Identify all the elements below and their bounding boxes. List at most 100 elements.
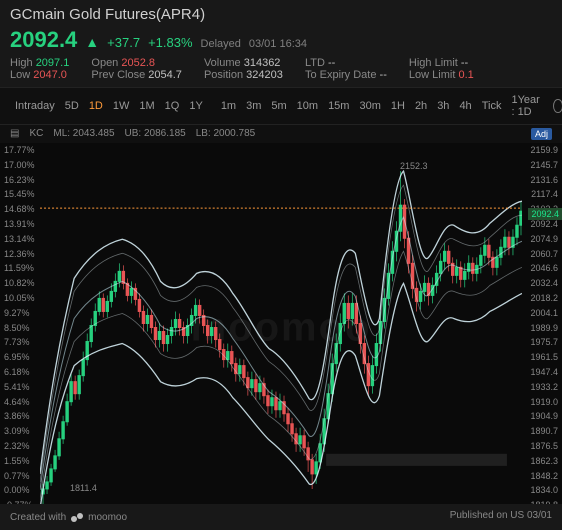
ytick-left: 13.14% — [4, 234, 38, 244]
high-label: High — [10, 57, 33, 69]
indicator-name: KC — [29, 128, 43, 140]
ytick-left: 0.00% — [4, 485, 38, 495]
ytick-right: 1961.5 — [524, 352, 558, 362]
instrument-title: GCmain Gold Futures(APR4) — [10, 6, 552, 23]
toggle-visibility-icon[interactable]: ▤ — [10, 128, 19, 140]
ytick-right: 1876.5 — [524, 441, 558, 451]
ytick-right: 2018.2 — [524, 293, 558, 303]
ytick-right: 2145.7 — [524, 160, 558, 170]
plot: moomoo 2152.3 1811.4 — [40, 143, 522, 512]
ytick-left: 15.45% — [4, 189, 38, 199]
adj-badge[interactable]: Adj — [531, 128, 552, 140]
range-selector[interactable]: 1Year : 1D — [506, 92, 549, 120]
ltd-value: -- — [328, 57, 335, 69]
kc-lower-band — [40, 283, 522, 509]
tf-5m[interactable]: 5m — [266, 98, 291, 114]
ytick-right: 2046.6 — [524, 263, 558, 273]
tf-1d[interactable]: 1D — [84, 98, 108, 114]
tf-1w[interactable]: 1W — [108, 98, 135, 114]
ytick-left: 3.09% — [4, 426, 38, 436]
tf-1h[interactable]: 1H — [386, 98, 410, 114]
ytick-left: 12.36% — [4, 249, 38, 259]
ytick-right: 1862.3 — [524, 456, 558, 466]
tf-10m[interactable]: 10m — [292, 98, 323, 114]
footer-left: Created with moomoo — [10, 510, 127, 524]
ytick-left: 9.27% — [4, 308, 38, 318]
settings-icon[interactable] — [553, 99, 562, 113]
ytick-left: 6.18% — [4, 367, 38, 377]
footer-logo-text: moomoo — [88, 512, 127, 523]
ytick-right: 2074.9 — [524, 234, 558, 244]
ytick-right: 1848.2 — [524, 471, 558, 481]
tf-1y[interactable]: 1Y — [184, 98, 207, 114]
tf-1m[interactable]: 1M — [134, 98, 159, 114]
ytick-right: 2131.6 — [524, 175, 558, 185]
kc-sub-upper — [40, 185, 522, 482]
ytick-right: 1989.9 — [524, 323, 558, 333]
tf-2h[interactable]: 2h — [410, 98, 432, 114]
low-annotation: 1811.4 — [70, 483, 97, 493]
delayed-time: 03/01 16:34 — [249, 38, 307, 50]
change-pct: +1.83% — [148, 35, 192, 50]
low-value: 2047.0 — [33, 69, 67, 81]
ytick-left: 3.86% — [4, 411, 38, 421]
tf-1q[interactable]: 1Q — [160, 98, 185, 114]
tf-5d[interactable]: 5D — [60, 98, 84, 114]
lowlimit-label: Low Limit — [409, 69, 455, 81]
tf-tick[interactable]: Tick — [477, 98, 507, 114]
last-price: 2092.4 — [10, 27, 77, 53]
chart-area[interactable]: 17.77%17.00%16.23%15.45%14.68%13.91%13.1… — [0, 143, 562, 527]
ytick-right: 2159.9 — [524, 145, 558, 155]
change-abs: +37.7 — [107, 35, 140, 50]
indicator-ml: ML: 2043.485 — [53, 128, 114, 140]
ytick-left: 8.50% — [4, 323, 38, 333]
header: GCmain Gold Futures(APR4) 2092.4 ▲ +37.7… — [0, 0, 562, 87]
tf-15m[interactable]: 15m — [323, 98, 354, 114]
ytick-left: 13.91% — [4, 219, 38, 229]
kc-upper-band — [40, 171, 522, 474]
chart-svg — [40, 143, 522, 512]
footer: Created with moomoo Published on US 03/0… — [0, 504, 562, 530]
open-label: Open — [91, 57, 118, 69]
ytick-left: 10.82% — [4, 278, 38, 288]
volume-value: 314362 — [244, 57, 281, 69]
tf-3h[interactable]: 3h — [432, 98, 454, 114]
ltd-label: LTD — [305, 57, 325, 69]
ytick-right: 1904.9 — [524, 411, 558, 421]
delayed-label: Delayed — [201, 38, 241, 50]
ytick-left: 2.32% — [4, 441, 38, 451]
ytick-left: 11.59% — [4, 263, 38, 273]
timeframe-bar: Intraday5D1D1W1M1Q1Y 1m3m5m10m15m30m1H2h3… — [0, 87, 562, 125]
ytick-left: 7.73% — [4, 337, 38, 347]
yaxis-left: 17.77%17.00%16.23%15.45%14.68%13.91%13.1… — [4, 143, 38, 527]
footer-right: Published on US 03/01 — [450, 510, 552, 524]
ytick-left: 16.23% — [4, 175, 38, 185]
tf-1m[interactable]: 1m — [216, 98, 241, 114]
yaxis-right: 2159.92145.72131.62117.42103.22092.42074… — [524, 143, 558, 527]
ytick-right: 1919.0 — [524, 397, 558, 407]
ytick-right: 1933.2 — [524, 382, 558, 392]
indicator-bar: ▤ KC ML: 2043.485 UB: 2086.185 LB: 2000.… — [0, 125, 562, 143]
ytick-left: 4.64% — [4, 397, 38, 407]
ytick-right: 2092.4 — [524, 219, 558, 229]
tf-intraday[interactable]: Intraday — [10, 98, 60, 114]
price-row: 2092.4 ▲ +37.7 +1.83% Delayed 03/01 16:3… — [10, 27, 552, 53]
created-with-label: Created with — [10, 512, 66, 523]
prev-value: 2054.7 — [148, 69, 182, 81]
ytick-right: 1947.4 — [524, 367, 558, 377]
ytick-right: 1975.7 — [524, 337, 558, 347]
ytick-left: 0.77% — [4, 471, 38, 481]
expiry-value: -- — [380, 69, 387, 81]
tf-30m[interactable]: 30m — [354, 98, 385, 114]
ytick-left: 17.77% — [4, 145, 38, 155]
high-value: 2097.1 — [36, 57, 70, 69]
ytick-right: 1834.0 — [524, 485, 558, 495]
volume-label: Volume — [204, 57, 241, 69]
expiry-label: To Expiry Date — [305, 69, 377, 81]
tf-3m[interactable]: 3m — [241, 98, 266, 114]
highlimit-label: High Limit — [409, 57, 458, 69]
ytick-left: 17.00% — [4, 160, 38, 170]
low-label: Low — [10, 69, 30, 81]
tf-4h[interactable]: 4h — [454, 98, 476, 114]
ytick-right: 2004.1 — [524, 308, 558, 318]
